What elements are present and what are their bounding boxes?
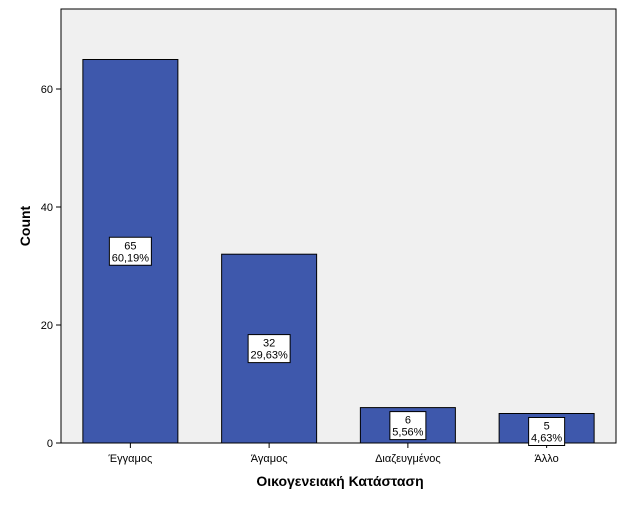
y-tick-label: 40	[41, 202, 53, 214]
x-axis: Έγγαμος Άγαμος Διαζευγμένος Άλλο	[108, 443, 559, 465]
data-label-percent: 5,56%	[392, 427, 423, 439]
y-axis: 0 20 40 60	[41, 84, 61, 450]
y-tick-label: 0	[47, 438, 53, 450]
y-tick-label: 60	[41, 84, 53, 96]
data-label-count: 65	[124, 240, 136, 252]
data-label-count: 32	[263, 338, 275, 350]
data-label-percent: 60,19%	[112, 252, 150, 264]
data-label-box	[108, 236, 152, 266]
data-label-percent: 29,63%	[250, 350, 288, 362]
data-label-percent: 4,63%	[531, 433, 562, 445]
x-tick-label: Άγαμος	[251, 453, 288, 465]
data-label-box	[528, 417, 566, 446]
data-label-box	[247, 334, 291, 364]
y-axis-label: Count	[17, 205, 33, 246]
data-label-count: 6	[405, 415, 411, 427]
data-label-count: 5	[544, 421, 550, 433]
x-axis-label: Οικογενειακή Κατάσταση	[256, 473, 423, 489]
x-tick-label: Άλλο	[534, 453, 558, 465]
x-tick-label: Έγγαμος	[108, 453, 153, 465]
y-tick-label: 20	[41, 320, 53, 332]
data-label-box	[389, 411, 427, 441]
x-tick-label: Διαζευγμένος	[375, 453, 441, 465]
